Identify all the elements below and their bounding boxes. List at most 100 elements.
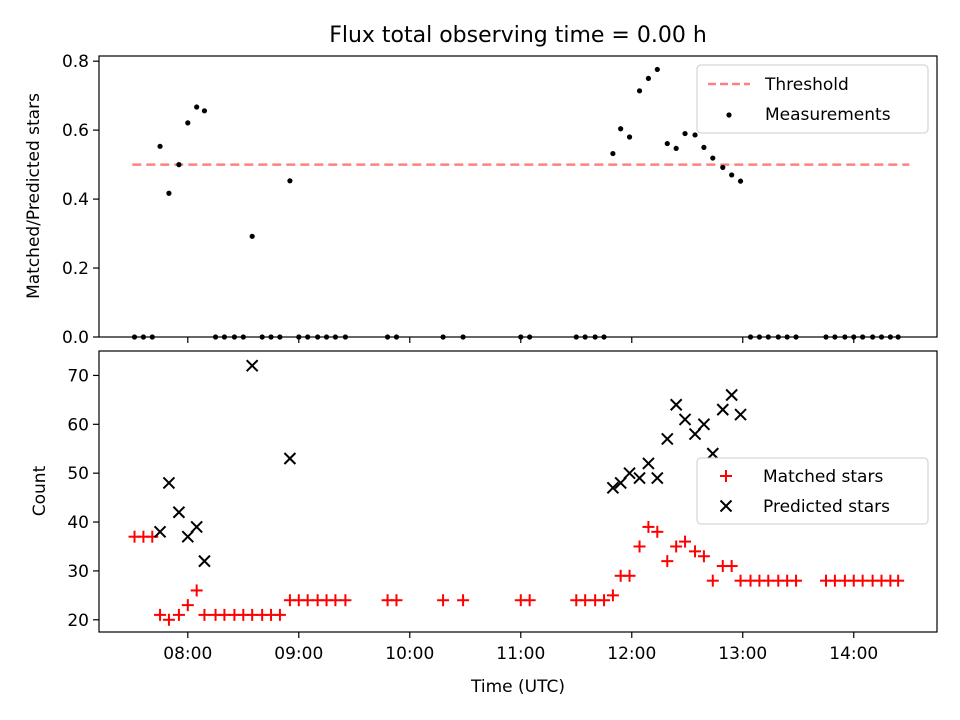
predicted-stars-point	[642, 457, 655, 470]
bottom-xtick-label: 11:00	[496, 644, 545, 664]
measurements-point	[664, 140, 670, 147]
measurements-point	[157, 143, 163, 149]
bottom-ticks: 08:00 09:00 10:00 11:00 12:00 13:00 14:00 20 30 4…	[67, 366, 878, 664]
top-ylabel: Matched/Predicted stars	[24, 93, 44, 299]
bottom-ylabel: Count	[30, 465, 50, 516]
measurements-point	[194, 104, 200, 110]
measurements-point	[645, 75, 652, 82]
bottom-xlabel: Time (UTC)	[470, 677, 565, 697]
bottom-marks	[128, 359, 905, 626]
top-ytick-label: 0.2	[62, 259, 89, 279]
measurements-point	[710, 155, 716, 161]
predicted-stars-point	[181, 530, 195, 543]
bottom-ytick-label: 30	[67, 562, 89, 582]
measurements-point	[701, 144, 707, 150]
matched-stars-point	[339, 594, 352, 607]
top-ytick-label: 0.8	[62, 52, 89, 72]
matched-stars-point	[390, 594, 403, 607]
predicted-stars-point	[153, 525, 167, 539]
matched-stars-point	[642, 520, 655, 533]
matched-stars-point	[633, 540, 646, 553]
measurements-point	[682, 130, 688, 137]
measurements-point	[729, 172, 735, 178]
top-legend: Threshold Measurements	[696, 64, 929, 134]
matched-stars-point	[689, 545, 702, 558]
matched-stars-point	[651, 525, 664, 538]
matched-stars-point	[523, 594, 536, 607]
matched-stars-point	[706, 574, 719, 587]
measurements-point	[636, 88, 643, 94]
top-legend-box	[696, 64, 929, 134]
top-ytick-label: 0.6	[62, 121, 89, 141]
bottom-ytick-label: 70	[67, 366, 89, 386]
matched-stars-point	[198, 608, 211, 621]
predicted-stars-point	[172, 506, 186, 519]
measurements-legend-label: Measurements	[765, 105, 891, 125]
measurements-point	[287, 178, 293, 184]
measurements-point	[176, 162, 182, 168]
figure-title: Flux total observing time = 0.00 h	[329, 23, 707, 48]
predicted-stars-point	[162, 476, 176, 490]
bottom-xtick-label: 10:00	[385, 644, 434, 664]
bottom-axes-frame	[98, 350, 938, 633]
predicted-stars-point	[706, 447, 720, 460]
bottom-xtick-label: 13:00	[718, 644, 767, 664]
measurements-point	[185, 120, 191, 126]
top-ytick-label: 0.0	[62, 328, 89, 348]
predicted-stars-point	[661, 432, 674, 446]
measurements-point	[618, 126, 624, 132]
matched-stars-point	[670, 540, 683, 553]
matched-stars-point	[623, 569, 636, 582]
matched-stars-point	[725, 560, 738, 573]
matched-stars-point	[661, 555, 674, 568]
matched-stars-point	[790, 574, 803, 587]
matched-stars-point	[172, 608, 185, 621]
predicted-stars-point	[614, 476, 627, 490]
predicted-stars-point	[697, 418, 711, 431]
bottom-xtick-label: 09:00	[274, 644, 323, 664]
measurements-point	[610, 150, 616, 157]
measurements-legend-swatch	[726, 112, 732, 118]
threshold-legend-label: Threshold	[764, 75, 849, 95]
matched-stars-point	[598, 594, 611, 607]
matched-stars-point	[437, 594, 450, 607]
measurements-point	[673, 145, 679, 152]
bottom-ytick-label: 20	[67, 611, 89, 631]
matched-stars-point	[154, 608, 167, 621]
bottom-xtick-label: 08:00	[163, 644, 212, 664]
predicted-stars-point	[734, 408, 747, 421]
matched-stars-point	[892, 574, 905, 587]
bottom-xtick-label: 14:00	[829, 644, 878, 664]
predicted-stars-point	[623, 466, 636, 480]
predicted-stars-point	[606, 481, 620, 495]
matched-stars-point	[181, 599, 194, 612]
measurements-point	[654, 66, 660, 73]
top-panel: 0.00.20.40.60.8 Matched/Predicted stars …	[24, 52, 938, 348]
predicted-stars-point	[190, 520, 203, 534]
bottom-legend-box	[696, 457, 929, 525]
bottom-panel: 08:00 09:00 10:00 11:00 12:00 13:00 14:00 20 30 4…	[30, 350, 938, 697]
predicted-stars-point	[198, 554, 211, 568]
bottom-ytick-label: 60	[67, 415, 89, 435]
measurements-point	[720, 164, 726, 170]
top-axes-frame	[98, 55, 938, 338]
matched-stars-point	[606, 589, 619, 602]
predicted-stars-point	[678, 413, 692, 426]
matched-stars-point	[679, 535, 692, 548]
predicted-stars-point	[245, 359, 259, 372]
predicted-stars-point	[725, 388, 738, 402]
predicted-stars-point	[669, 398, 683, 411]
matched-stars-point	[697, 550, 710, 563]
matched-stars-point	[190, 584, 203, 597]
bottom-ytick-label: 40	[67, 513, 89, 533]
top-ytick-label: 0.4	[62, 190, 89, 210]
matched-legend-swatch	[720, 470, 732, 482]
bottom-ytick-label: 50	[67, 464, 89, 484]
matched-stars-point	[162, 613, 175, 626]
measurements-point	[249, 233, 255, 239]
predicted-stars-point	[651, 471, 664, 485]
predicted-stars-point	[716, 403, 729, 416]
predicted-legend-swatch	[719, 499, 733, 513]
matched-stars-point	[457, 594, 470, 607]
